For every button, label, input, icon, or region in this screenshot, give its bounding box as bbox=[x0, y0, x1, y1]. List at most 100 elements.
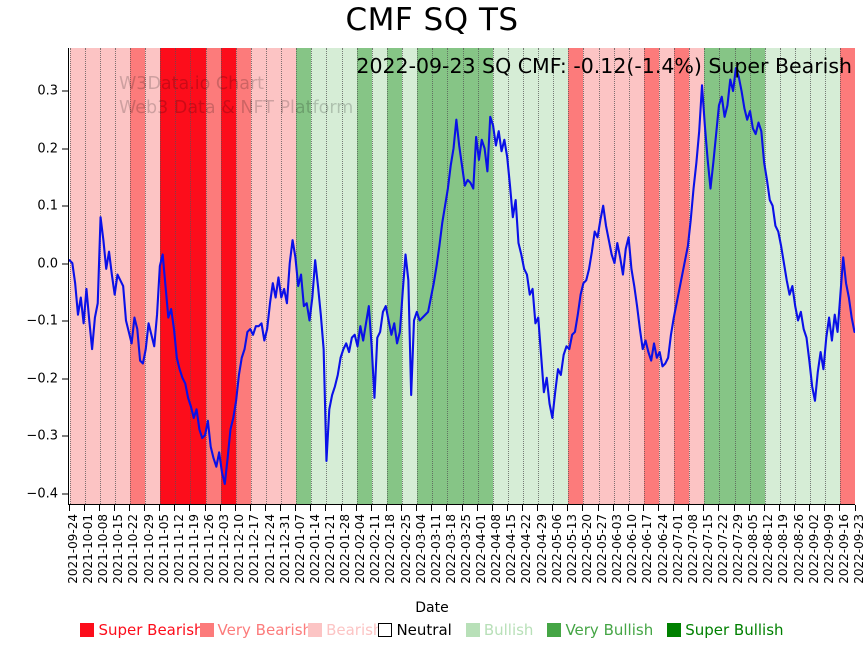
x-axis-tick-mark bbox=[703, 505, 705, 511]
x-axis-tick-label: 2022-07-08 bbox=[685, 514, 700, 584]
y-axis-tick-label: 0.1 bbox=[37, 198, 58, 214]
page-title: CMF SQ TS bbox=[345, 2, 519, 38]
x-axis-tick-label: 2022-02-25 bbox=[398, 514, 413, 584]
legend-item-label: Very Bullish bbox=[565, 621, 654, 639]
x-axis-tick-mark bbox=[597, 505, 599, 511]
x-axis-tick-label: 2022-07-15 bbox=[700, 514, 715, 584]
sentiment-band-bearish bbox=[659, 48, 675, 504]
x-axis-tick-label: 2022-03-11 bbox=[428, 514, 443, 584]
x-axis-tick-mark bbox=[809, 505, 811, 511]
x-axis-tick-mark bbox=[794, 505, 796, 511]
sentiment-band-very_bearish bbox=[205, 48, 221, 504]
legend-item-very-bullish[interactable]: Very Bullish bbox=[547, 621, 653, 639]
gridline-vertical bbox=[160, 48, 162, 504]
x-axis-tick-mark bbox=[325, 505, 327, 511]
sentiment-band-very_bearish bbox=[643, 48, 659, 504]
legend-item-label: Super Bullish bbox=[685, 621, 784, 639]
x-axis-tick-label: 2022-06-03 bbox=[610, 514, 625, 584]
x-axis-tick-label: 2022-04-22 bbox=[519, 514, 534, 584]
y-axis-tick-label: −0.4 bbox=[26, 486, 58, 501]
x-axis-tick-label: 2022-09-23 bbox=[852, 514, 864, 584]
gridline-vertical bbox=[311, 48, 313, 504]
legend-item-label: Super Bearish bbox=[98, 621, 204, 639]
y-axis: 0.3 0.2 0.1 0.0 −0.1 −0.2 −0.3 −0.4 bbox=[0, 48, 68, 505]
x-axis-tick-label: 2022-09-09 bbox=[821, 514, 836, 584]
sentiment-band-very_bullish bbox=[386, 48, 403, 504]
x-axis-tick-label: 2022-08-12 bbox=[761, 514, 776, 584]
gridline-vertical bbox=[795, 48, 797, 504]
x-axis-tick-mark bbox=[778, 505, 780, 511]
gridline-vertical bbox=[281, 48, 283, 504]
x-axis-tick-label: 2022-07-22 bbox=[715, 514, 730, 584]
x-axis-tick-label: 2022-03-04 bbox=[413, 514, 428, 584]
x-axis-tick-mark bbox=[673, 505, 675, 511]
legend-item-super-bullish[interactable]: Super Bullish bbox=[667, 621, 784, 639]
gridline-vertical bbox=[553, 48, 555, 504]
x-axis-tick-mark bbox=[627, 505, 629, 511]
gridline-vertical bbox=[402, 48, 404, 504]
gridline-vertical bbox=[266, 48, 267, 504]
x-axis-tick-label: 2022-04-29 bbox=[534, 514, 549, 584]
x-axis-tick-mark bbox=[355, 505, 357, 511]
legend-item-very-bearish[interactable]: Very Bearish bbox=[199, 621, 312, 639]
x-axis-tick-label: 2022-09-16 bbox=[836, 514, 851, 584]
sentiment-band-very_bearish bbox=[840, 48, 855, 504]
y-axis-tick-mark bbox=[62, 320, 68, 322]
legend-item-label: Bearish bbox=[326, 621, 383, 639]
gridline-vertical bbox=[598, 48, 600, 504]
gridline-vertical bbox=[659, 48, 660, 504]
x-axis-tick-label: 2021-12-24 bbox=[262, 514, 277, 584]
x-axis-tick-mark bbox=[280, 505, 282, 511]
gridline-vertical bbox=[205, 48, 207, 504]
legend-item-label: Neutral bbox=[396, 621, 452, 639]
y-axis-tick-label: −0.2 bbox=[26, 371, 58, 387]
legend-item-bullish[interactable]: Bullish bbox=[465, 621, 534, 639]
x-axis-tick-mark bbox=[340, 505, 342, 511]
x-axis-tick-mark bbox=[204, 505, 206, 511]
legend-item-neutral[interactable]: Neutral bbox=[378, 621, 452, 639]
gridline-vertical bbox=[704, 48, 706, 504]
x-axis-tick-mark bbox=[552, 505, 554, 511]
legend-swatch-icon bbox=[199, 623, 214, 637]
x-axis-tick-mark bbox=[567, 505, 569, 511]
gridline-vertical bbox=[825, 48, 827, 504]
x-axis-tick-label: 2021-11-26 bbox=[202, 514, 217, 584]
legend-item-bearish[interactable]: Bearish bbox=[308, 621, 382, 639]
x-axis-tick-label: 2022-03-18 bbox=[443, 514, 458, 584]
gridline-vertical bbox=[749, 48, 751, 504]
x-axis-tick-mark bbox=[854, 505, 856, 511]
gridline-vertical bbox=[175, 48, 177, 504]
gridline-vertical bbox=[235, 48, 237, 504]
x-axis-tick-label: 2022-06-10 bbox=[625, 514, 640, 584]
legend-item-label: Bullish bbox=[483, 621, 534, 639]
legend-item-super-bearish[interactable]: Super Bearish bbox=[80, 621, 204, 639]
gridline-vertical bbox=[538, 48, 540, 504]
x-axis-tick-mark bbox=[401, 505, 403, 511]
x-axis-tick-mark bbox=[219, 505, 221, 511]
x-axis-tick-label: 2022-01-21 bbox=[322, 514, 337, 584]
x-axis-tick-mark bbox=[68, 505, 70, 511]
gridline-vertical bbox=[190, 48, 192, 504]
gridline-vertical bbox=[522, 48, 524, 504]
gridline-vertical bbox=[689, 48, 691, 504]
x-axis-tick-label: 2022-05-27 bbox=[595, 514, 610, 584]
x-axis-tick-label: 2022-05-06 bbox=[549, 514, 564, 584]
gridline-vertical bbox=[432, 48, 434, 504]
gridline-vertical bbox=[386, 48, 388, 504]
x-axis-tick-mark bbox=[658, 505, 659, 511]
gridline-vertical bbox=[250, 48, 252, 504]
gridline-vertical bbox=[568, 48, 570, 504]
gridline-vertical bbox=[613, 48, 615, 504]
gridline-vertical bbox=[583, 48, 585, 504]
x-axis-tick-mark bbox=[506, 505, 508, 511]
sentiment-band-very_bearish bbox=[129, 48, 146, 504]
x-axis-tick-mark bbox=[174, 505, 176, 511]
x-axis-tick-mark bbox=[824, 505, 826, 511]
x-axis-tick-mark bbox=[385, 505, 387, 511]
gridline-vertical bbox=[84, 48, 86, 504]
x-axis-tick-label: 2021-11-12 bbox=[171, 514, 186, 584]
x-axis-tick-label: 2022-04-01 bbox=[474, 514, 489, 584]
x-axis-tick-label: 2022-02-18 bbox=[383, 514, 398, 584]
x-axis-tick-label: 2021-10-01 bbox=[81, 514, 96, 584]
sentiment-band-super_bearish bbox=[160, 48, 206, 504]
